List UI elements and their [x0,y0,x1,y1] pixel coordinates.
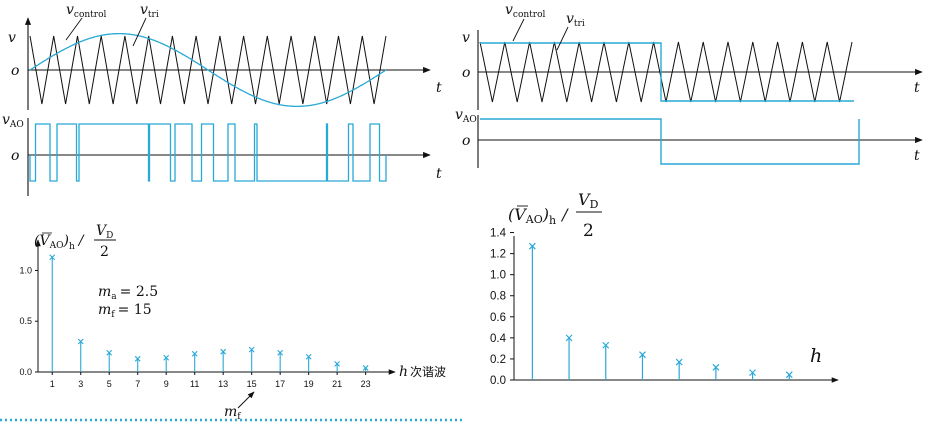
spectrum-a-marker [106,349,113,356]
spectrum-a-xtick-label: 1 [50,379,55,389]
spectrum-b-xlabel: h [810,345,822,367]
spectrum-a-xtick-label: 17 [275,379,285,389]
spectrum-b: 0.0 0.2 0.4 0.6 0.8 1.0 1.2 1.4 (VAO)h / VD 2 h [490,190,839,387]
panel-b-vtri-pointer [556,26,569,51]
spectrum-a-marker [248,346,255,353]
panel-b-t-label: t [914,80,920,96]
spectrum-b-marker [528,242,536,250]
panel-a-triangle-carrier [29,35,387,105]
spectrum-b-marker [602,341,610,349]
panel-a-t-label: t [436,80,442,96]
panel-b-output-square [480,118,860,165]
spectrum-a-mf-arrow-label: mf [224,404,241,422]
spectrum-b-marker [639,351,646,359]
panel-b-vcontrol-pointer [512,18,525,42]
panel-a: v o t vcontrol vtri vAO o t [2,2,442,196]
panel-b-o-label: o [462,65,470,81]
spectrum-b-ytick-label: 0.4 [490,333,507,345]
panel-b-vao-label: vAO [455,107,477,125]
spectrum-a-marker [77,338,84,345]
spectrum-b-ytick-label: 1.2 [490,249,506,261]
spectrum-a-xtick-label: 23 [361,379,371,389]
spectrum-a: 0.00.51.0 1 3 5 7 9 11 13 15 17 19 21 23 (VAO)h / VD… [19,223,446,422]
spectrum-b-frac-den: 2 [583,221,594,241]
spectrum-b-ytick-label: 0.0 [490,375,506,387]
panel-b-t2-label: t [914,148,920,164]
spectrum-a-marker [220,348,227,355]
panel-b-v-label: v [462,30,470,46]
spectrum-b-ytick-label: 1.4 [490,228,507,240]
panel-a-o-label: o [11,63,19,79]
spectrum-a-marker [334,360,341,367]
spectrum-a-xtick-label: 11 [190,379,199,389]
spectrum-a-marker [277,349,284,356]
spectrum-a-frac-num: VD [96,223,113,241]
spectrum-b-marker [675,358,683,366]
panel-b-control-square [480,42,854,102]
spectrum-b-frac-num: VD [578,190,599,211]
spectrum-a-ytick-label: 1.0 [19,265,32,275]
panel-a-v-label: v [8,30,16,46]
panel-b-triangle-carrier [479,41,853,103]
spectrum-a-xtick-label: 19 [304,379,314,389]
panel-a-vao-label: vAO [2,112,24,130]
panel-a-o2-label: o [11,148,19,164]
spectrum-a-xtick-label: 5 [107,379,112,389]
spectrum-b-ylabel: (VAO)h / [508,205,569,227]
spectrum-a-mf-arrow [237,391,255,409]
spectrum-a-marker [134,355,141,362]
spectrum-a-xtick-label: 7 [135,379,140,389]
spectrum-a-xtick-label: 21 [332,379,342,389]
panel-b: v o t vcontrol vtri vAO o t [455,2,923,168]
panel-b-vtri-label: vtri [566,11,585,29]
spectrum-a-ylabel: (VAO)h / [34,233,85,252]
spectrum-a-xtick-label: 15 [247,379,257,389]
spectrum-a-marker [49,254,56,261]
spectrum-a-marker [191,350,198,357]
spectrum-a-marker [305,353,312,360]
panel-b-vcontrol-label: vcontrol [505,2,546,20]
spectrum-a-ma: ma = 2.5 [98,284,158,302]
panel-b-o2-label: o [462,133,470,149]
panel-a-vcontrol-label: vcontrol [66,2,107,20]
panel-a-output-pulses [29,123,387,182]
panel-a-control-sine [29,32,387,108]
spectrum-a-xlabel: h 次谐波 [399,364,446,380]
spectrum-b-marker [565,334,573,342]
spectrum-a-xtick-label: 13 [218,379,228,389]
spectrum-a-xtick-label: 9 [164,379,169,389]
spectrum-b-marker [785,371,793,379]
spectrum-b-ytick-label: 0.2 [490,354,506,366]
spectrum-b-ytick-label: 0.6 [490,312,506,324]
spectrum-a-xtick-label: 3 [78,379,83,389]
panel-a-vcontrol-pointer [65,17,83,41]
spectrum-a-ytick-label: 0.0 [19,367,32,377]
spectrum-b-marker [749,369,757,377]
spectrum-b-ytick-label: 1.0 [490,270,506,282]
spectrum-a-ytick-label: 0.5 [19,316,32,326]
panel-a-t2-label: t [436,166,442,182]
spectrum-a-marker [163,354,170,361]
spectrum-a-marker [362,365,369,371]
spectrum-a-mf: mf = 15 [98,302,152,320]
panel-a-vtri-pointer [132,17,147,47]
panel-a-vtri-label: vtri [140,2,159,20]
spectrum-a-frac-den: 2 [100,244,109,260]
spectrum-b-ytick-label: 0.8 [490,291,506,303]
spectrum-b-marker [712,363,720,371]
